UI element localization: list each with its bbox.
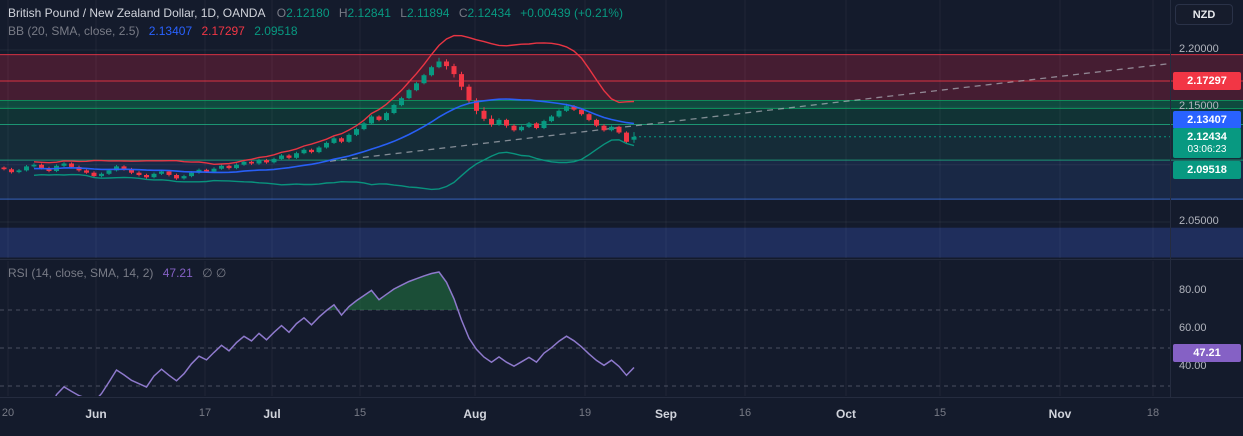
price-axis[interactable]: 2.200002.150002.050002.172972.134072.124… xyxy=(1170,0,1243,397)
currency-axis-button[interactable]: NZD xyxy=(1175,4,1233,25)
rsi-value-badge: 47.21 xyxy=(1173,344,1241,362)
chart-legend: British Pound / New Zealand Dollar, 1D, … xyxy=(8,5,623,41)
time-axis-label: 15 xyxy=(354,407,366,419)
time-axis-label: 19 xyxy=(579,407,591,419)
bb-lower-value: 2.09518 xyxy=(254,24,297,38)
time-axis-label: Sep xyxy=(655,407,677,421)
ohlc-low-label: L xyxy=(400,6,407,20)
time-axis-label: 18 xyxy=(1147,407,1159,419)
time-axis-label: 16 xyxy=(739,407,751,419)
time-axis[interactable]: 20 Jun 17 Jul 15 Aug 19 Sep 16 Oct 15 Nov 18 xyxy=(0,397,1243,436)
price-level-badge: 2.17297 xyxy=(1173,72,1241,90)
time-axis-label: Nov xyxy=(1049,407,1072,421)
ohlc-open-label: O xyxy=(277,6,286,20)
symbol-title[interactable]: British Pound / New Zealand Dollar, 1D, … xyxy=(8,6,265,20)
ohlc-open-value: 2.12180 xyxy=(286,6,329,20)
price-level-badge: 2.09518 xyxy=(1173,161,1241,179)
ohlc-high-label: H xyxy=(339,6,348,20)
rsi-indicator-label[interactable]: RSI (14, close, SMA, 14, 2) xyxy=(8,266,153,280)
time-axis-label: Oct xyxy=(836,407,856,421)
time-axis-label: 17 xyxy=(199,407,211,419)
pane-separator[interactable] xyxy=(0,259,1243,260)
ohlc-close-value: 2.12434 xyxy=(467,6,510,20)
time-axis-label: Aug xyxy=(463,407,486,421)
rsi-value: 47.21 xyxy=(163,266,193,280)
time-axis-label: 20 xyxy=(2,407,14,419)
ohlc-high-value: 2.12841 xyxy=(348,6,391,20)
trading-chart-window: British Pound / New Zealand Dollar, 1D, … xyxy=(0,0,1243,436)
bb-indicator-label[interactable]: BB (20, SMA, close, 2.5) xyxy=(8,24,139,38)
price-level-badge: 2.13407 xyxy=(1173,111,1241,129)
bb-middle-value: 2.13407 xyxy=(149,24,192,38)
rsi-empty-markers: ∅ ∅ xyxy=(202,266,226,280)
rsi-legend: RSI (14, close, SMA, 14, 2) 47.21 ∅ ∅ xyxy=(8,266,226,280)
price-axis-label: 2.20000 xyxy=(1179,43,1219,56)
ohlc-change-value: +0.00439 (+0.21%) xyxy=(520,6,623,20)
time-axis-label: 15 xyxy=(934,407,946,419)
rsi-axis-label: 80.00 xyxy=(1179,284,1207,297)
price-axis-label: 2.05000 xyxy=(1179,215,1219,228)
last-price-countdown-badge: 2.1243403:06:23 xyxy=(1173,128,1241,158)
ohlc-low-value: 2.11894 xyxy=(407,6,450,20)
rsi-chart-canvas[interactable] xyxy=(0,261,1170,396)
time-axis-label: Jun xyxy=(85,407,106,421)
bb-upper-value: 2.17297 xyxy=(201,24,244,38)
time-axis-label: Jul xyxy=(263,407,280,421)
rsi-axis-label: 60.00 xyxy=(1179,322,1207,335)
